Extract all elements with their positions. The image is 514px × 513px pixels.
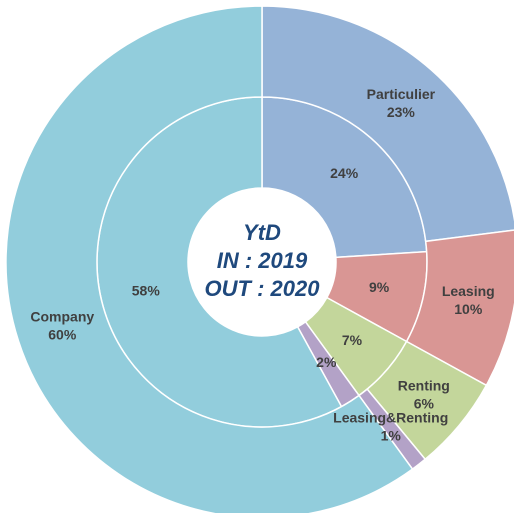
slice-category-label: Particulier bbox=[367, 86, 436, 102]
slice-value-label: 58% bbox=[132, 283, 161, 299]
slice-value-label: 24% bbox=[330, 165, 359, 181]
donut-slice bbox=[261, 5, 514, 243]
slice-value-label: 60% bbox=[48, 327, 77, 343]
slice-value-label: 7% bbox=[342, 332, 363, 348]
slice-value-label: 9% bbox=[369, 279, 390, 295]
slice-value-label: 23% bbox=[387, 104, 416, 120]
slice-value-label: 6% bbox=[414, 396, 435, 412]
center-text: OUT : 2020 bbox=[205, 276, 321, 301]
slice-category-label: Renting bbox=[398, 378, 450, 394]
center-text: IN : 2019 bbox=[217, 248, 308, 273]
slice-value-label: 2% bbox=[316, 354, 337, 370]
slice-category-label: Leasing&Renting bbox=[333, 410, 448, 426]
slice-category-label: Leasing bbox=[442, 283, 495, 299]
slice-value-label: 1% bbox=[381, 428, 402, 444]
center-text: YtD bbox=[243, 220, 281, 245]
donut-slice bbox=[5, 5, 414, 513]
slice-value-label: 10% bbox=[454, 301, 483, 317]
slice-category-label: Company bbox=[30, 309, 94, 325]
